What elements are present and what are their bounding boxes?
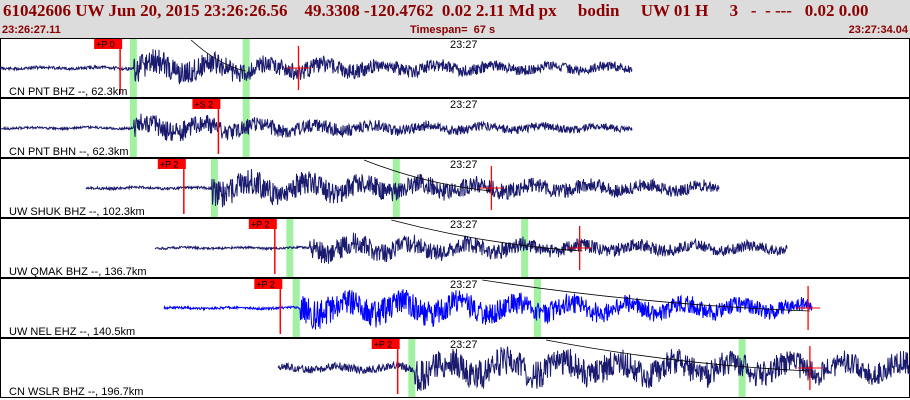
phase-pick-label[interactable]: +P 2 (160, 160, 179, 170)
time-tick-label: 23:27 (450, 99, 478, 111)
phase-pick-label-bg[interactable] (157, 159, 186, 169)
trace-panel[interactable] (0, 38, 910, 98)
window-marker (408, 339, 416, 397)
window-marker (392, 159, 400, 217)
station-label: UW NEL EHZ --, 140.5km (9, 326, 135, 338)
seismogram-panels[interactable]: +P 0 23:27 CN PNT BHZ --, 62.3km +S 2 23:27 C… (0, 38, 910, 400)
phase-pick-label[interactable]: +P 2 (251, 220, 270, 230)
station-label: CN WSLR BHZ --, 196.7km (9, 386, 143, 398)
phase-pick-label-bg[interactable] (254, 279, 283, 289)
time-tick-label: 23:27 (450, 279, 478, 291)
arrival-curve (482, 279, 810, 312)
arrival-curve (391, 219, 583, 252)
phase-pick-label[interactable]: +P 2 (256, 280, 275, 290)
phase-pick-label-bg[interactable] (192, 99, 221, 109)
phase-pick-label[interactable]: +P 2 (374, 340, 393, 350)
arrival-curve (363, 159, 492, 192)
start-time: 23:26:27.11 (2, 24, 61, 36)
event-header: 61042606 UW Jun 20, 2015 23:26:26.56 49.… (0, 0, 910, 38)
waveform-trace (277, 346, 910, 392)
time-tick-label: 23:27 (450, 339, 478, 351)
arrival-curve (545, 339, 810, 372)
phase-pick-label[interactable]: +P 0 (96, 40, 115, 50)
station-label: CN PNT BHN --, 62.3km (9, 146, 129, 158)
phase-pick-label-bg[interactable] (248, 219, 277, 229)
waveform-trace (154, 232, 788, 264)
phase-pick-label[interactable]: +S 2 (194, 100, 213, 110)
event-title: 61042606 UW Jun 20, 2015 23:26:26.56 49.… (3, 1, 869, 20)
time-tick-label: 23:27 (450, 219, 478, 231)
time-tick-label: 23:27 (450, 39, 478, 51)
arrival-curve (190, 39, 246, 72)
waveform-trace (0, 49, 633, 85)
waveform-trace (85, 168, 720, 208)
station-label: UW SHUK BHZ --, 102.3km (9, 206, 145, 218)
timespan-label: Timespan= 67 s (410, 24, 496, 36)
station-label: CN PNT BHZ --, 62.3km (9, 86, 127, 98)
time-tick-label: 23:27 (450, 159, 478, 171)
station-label: UW QMAK BHZ --, 136.7km (9, 266, 147, 278)
waveform-trace (0, 113, 633, 142)
waveform-trace (163, 289, 813, 330)
end-time: 23:27:34.04 (848, 24, 908, 36)
phase-pick-label-bg[interactable] (94, 39, 123, 49)
phase-pick-label-bg[interactable] (371, 339, 400, 349)
window-marker (242, 39, 250, 97)
